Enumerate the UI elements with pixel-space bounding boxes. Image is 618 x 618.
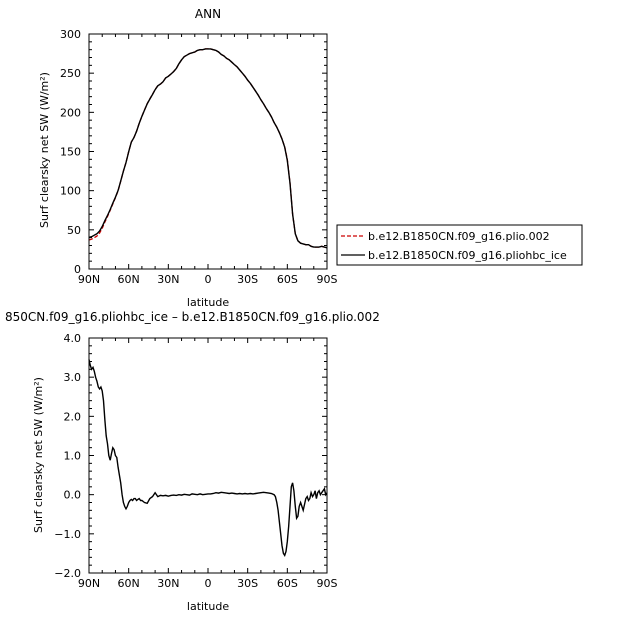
y-tick-label: 100	[60, 185, 81, 198]
y-tick-label: −1.0	[54, 528, 81, 541]
y-axis-label: Surf clearsky net SW (W/m²)	[38, 72, 51, 228]
y-tick-label: 2.0	[64, 410, 82, 423]
x-tick-label: 60N	[118, 577, 140, 590]
x-tick-label: 90S	[317, 577, 338, 590]
y-tick-label: 200	[60, 106, 81, 119]
y-tick-label: −2.0	[54, 567, 81, 580]
y-tick-label: 1.0	[64, 450, 82, 463]
series-line-2	[88, 48, 328, 249]
y-axis-label: Surf clearsky net SW (W/m²)	[32, 377, 45, 533]
y-tick-label: 250	[60, 67, 81, 80]
panel-annual-mean: ANN Surf clearsky net SW (W/m²) latitude…	[38, 7, 583, 309]
x-tick-label: 90N	[78, 273, 100, 286]
series-line-1	[88, 48, 328, 249]
y-tick-label: 3.0	[64, 371, 82, 384]
y-tick-label: 50	[67, 224, 81, 237]
x-tick-label: 30N	[157, 577, 179, 590]
x-tick-label: 60N	[118, 273, 140, 286]
x-tick-label: 90S	[317, 273, 338, 286]
x-axis-label: latitude	[187, 600, 229, 613]
panel-difference: 850CN.f09_g16.pliohbc_ice – b.e12.B1850C…	[5, 310, 380, 613]
x-tick-label: 0	[205, 273, 212, 286]
y-tick-label: 150	[60, 146, 81, 159]
y-tick-label: 4.0	[64, 332, 82, 345]
x-tick-label: 0	[205, 577, 212, 590]
y-tick-label: 300	[60, 28, 81, 41]
legend: b.e12.B1850CN.f09_g16.plio.002 b.e12.B18…	[336, 224, 583, 266]
x-tick-label: 60S	[277, 273, 298, 286]
legend-label-plio: b.e12.B1850CN.f09_g16.plio.002	[368, 230, 550, 243]
x-tick-label: 30N	[157, 273, 179, 286]
y-tick-label: 0	[74, 263, 81, 276]
legend-label-pliohbc-ice: b.e12.B1850CN.f09_g16.pliohbc_ice	[368, 249, 567, 262]
x-axis-label: latitude	[187, 296, 229, 309]
y-tick-label: 0.0	[64, 489, 82, 502]
chart-title: ANN	[195, 7, 221, 21]
series-line-1	[88, 359, 328, 557]
plot-frame	[88, 33, 328, 270]
x-tick-label: 30S	[237, 577, 258, 590]
plot-frame	[88, 337, 328, 574]
x-tick-label: 90N	[78, 577, 100, 590]
x-tick-label: 30S	[237, 273, 258, 286]
chart-title: 850CN.f09_g16.pliohbc_ice – b.e12.B1850C…	[5, 310, 380, 324]
legend-box	[336, 224, 583, 266]
x-tick-label: 60S	[277, 577, 298, 590]
